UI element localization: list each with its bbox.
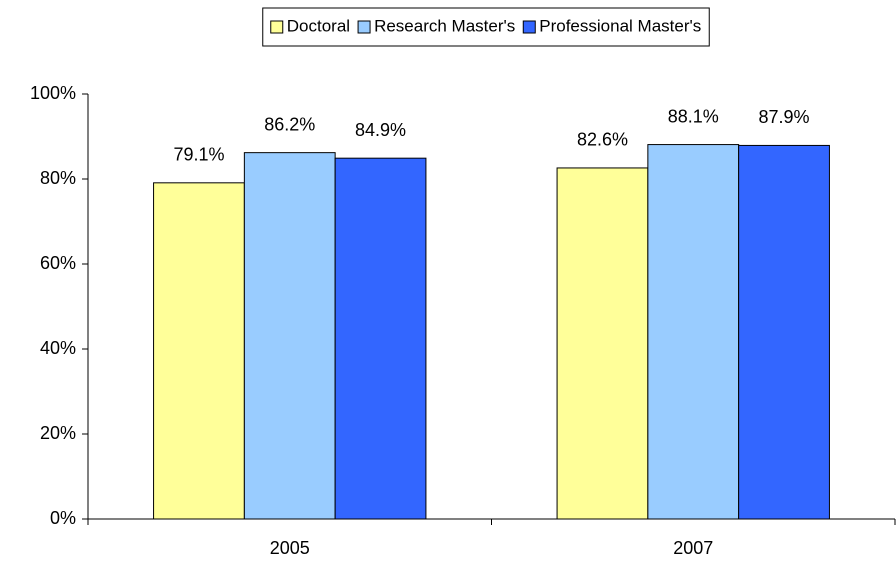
legend-box: [262, 7, 710, 47]
x-tick-label: 2005: [270, 538, 310, 558]
y-tick-label: 0%: [50, 508, 76, 528]
y-tick-label: 100%: [30, 83, 76, 103]
data-label: 86.2%: [264, 114, 315, 134]
legend-swatch: [522, 20, 536, 34]
data-label: 82.6%: [577, 130, 628, 150]
y-tick-label: 80%: [40, 168, 76, 188]
legend: Doctoral Research Master's Professional Ma…: [262, 7, 710, 47]
bar: [334, 157, 427, 520]
data-label: 88.1%: [668, 106, 719, 126]
y-tick-label: 60%: [40, 253, 76, 273]
data-label: 87.9%: [759, 107, 810, 127]
legend-swatch: [270, 20, 284, 34]
x-tick-label: 2007: [673, 538, 713, 558]
y-tick-label: 40%: [40, 338, 76, 358]
legend-label: Research Master's: [374, 16, 515, 35]
bar: [556, 167, 649, 520]
bar: [243, 152, 336, 520]
legend-label: Professional Master's: [539, 16, 701, 35]
data-label: 84.9%: [355, 120, 406, 140]
legend-swatch: [357, 20, 371, 34]
bar: [738, 144, 830, 520]
legend-label: Doctoral: [287, 16, 350, 35]
bar: [647, 144, 740, 520]
data-label: 79.1%: [173, 145, 224, 165]
y-tick-label: 20%: [40, 423, 76, 443]
bar: [153, 182, 245, 520]
